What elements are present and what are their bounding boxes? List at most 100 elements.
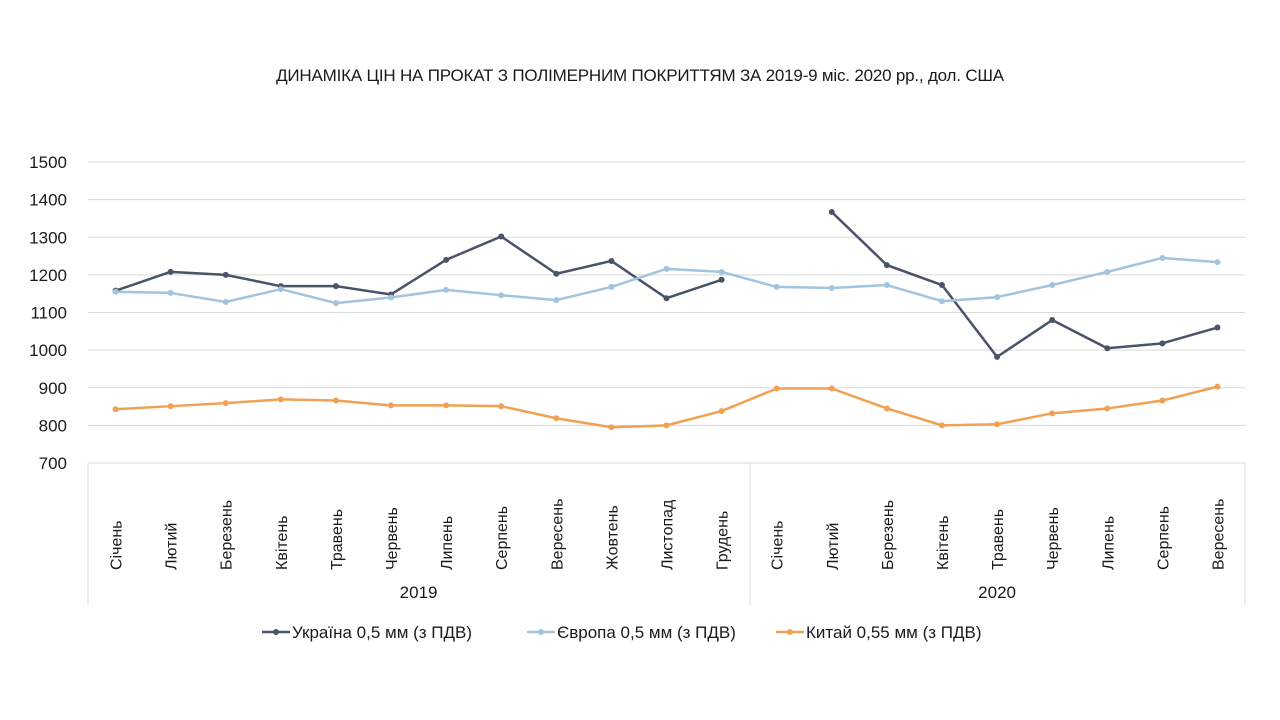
data-point [1049,282,1056,289]
x-tick-label: Січень [109,520,126,570]
x-tick-label: Червень [1045,507,1062,570]
x-tick-label: Лютий [825,523,842,570]
data-point [1214,383,1221,390]
data-point [388,294,395,301]
series-line [115,235,722,300]
data-point [994,353,1001,360]
x-group-label: 2020 [978,583,1016,602]
data-point [938,298,945,305]
x-tick-label: Травень [329,509,346,570]
data-point [553,297,560,304]
legend-marker [538,629,544,635]
data-point [222,400,229,407]
data-point [1104,405,1111,412]
x-tick-label: Січень [770,520,787,570]
legend-label: Україна 0,5 мм (з ПДВ) [292,623,472,642]
series-line [115,385,1218,429]
data-point [1049,317,1056,324]
legend-label: Китай 0,55 мм (з ПДВ) [806,623,982,642]
y-tick-label: 800 [39,416,67,435]
y-tick-label: 1200 [29,266,67,285]
x-tick-label: Березень [880,500,897,570]
data-point [663,295,670,302]
data-point [553,270,560,277]
data-point [773,385,780,392]
y-tick-label: 1500 [29,153,67,172]
data-point [1159,254,1166,261]
data-point [553,415,560,422]
x-tick-label: Березень [219,500,236,570]
legend-marker [273,629,279,635]
data-point [994,294,1001,301]
data-point [222,271,229,278]
data-point [1214,259,1221,266]
data-point [608,283,615,290]
data-point [443,402,450,409]
data-point [773,283,780,290]
data-point [938,422,945,429]
data-point [332,397,339,404]
data-point [388,402,395,409]
data-point [498,292,505,299]
data-point [112,288,119,295]
x-tick-label: Липень [439,516,456,570]
x-group-label: 2019 [400,583,438,602]
data-point [663,265,670,272]
data-point [883,282,890,289]
data-point [718,268,725,275]
legend-marker [787,629,793,635]
data-point [277,396,284,403]
data-point [883,262,890,269]
data-point [167,289,174,296]
data-point [1159,397,1166,404]
legend-label: Європа 0,5 мм (з ПДВ) [557,623,736,642]
x-tick-label: Вересень [1210,499,1227,570]
y-tick-label: 1100 [30,304,67,323]
x-axis: Січень Лютий Березень Квітень Травень Червень… [87,462,1246,605]
x-tick-label: Квітень [935,515,952,570]
data-point [332,283,339,290]
data-point [332,300,339,307]
data-point [828,209,835,216]
legend: Україна 0,5 мм (з ПДВ) Європа 0,5 мм (з П… [262,623,982,642]
series-line [830,211,1218,359]
x-tick-label: Травень [990,509,1007,570]
x-tick-label: Лютий [164,523,181,570]
data-point [883,405,890,412]
data-point [443,286,450,293]
data-point [663,422,670,429]
y-tick-label: 1300 [29,228,67,247]
data-point [1214,324,1221,331]
data-point [1104,268,1111,275]
x-tick-label: Серпень [494,506,511,570]
x-tick-label: Вересень [549,499,566,570]
data-point [718,276,725,283]
data-point [277,286,284,293]
y-axis: 700 800 900 1000 1100 1200 1300 1400 1500 [29,153,67,473]
data-point [112,406,119,413]
data-point [828,385,835,392]
data-point [994,421,1001,428]
data-point [718,408,725,415]
y-tick-label: 700 [39,454,67,473]
chart-title: ДИНАМІКА ЦІН НА ПРОКАТ З ПОЛІМЕРНИМ ПОКР… [276,66,1004,85]
data-point [498,403,505,410]
data-point [443,256,450,263]
x-tick-label: Грудень [715,511,732,570]
y-tick-label: 1000 [29,341,67,360]
data-point [608,257,615,264]
series-lines [112,209,1221,431]
data-point [828,285,835,292]
x-tick-label: Червень [384,507,401,570]
data-point [1049,410,1056,417]
x-tick-label: Квітень [274,515,291,570]
x-tick-label: Жовтень [604,505,621,570]
data-point [498,233,505,240]
data-point [167,268,174,275]
x-tick-label: Липень [1100,516,1117,570]
data-point [222,298,229,305]
data-point [608,424,615,431]
data-point [1104,345,1111,352]
data-point [1159,340,1166,347]
y-tick-label: 900 [39,379,67,398]
